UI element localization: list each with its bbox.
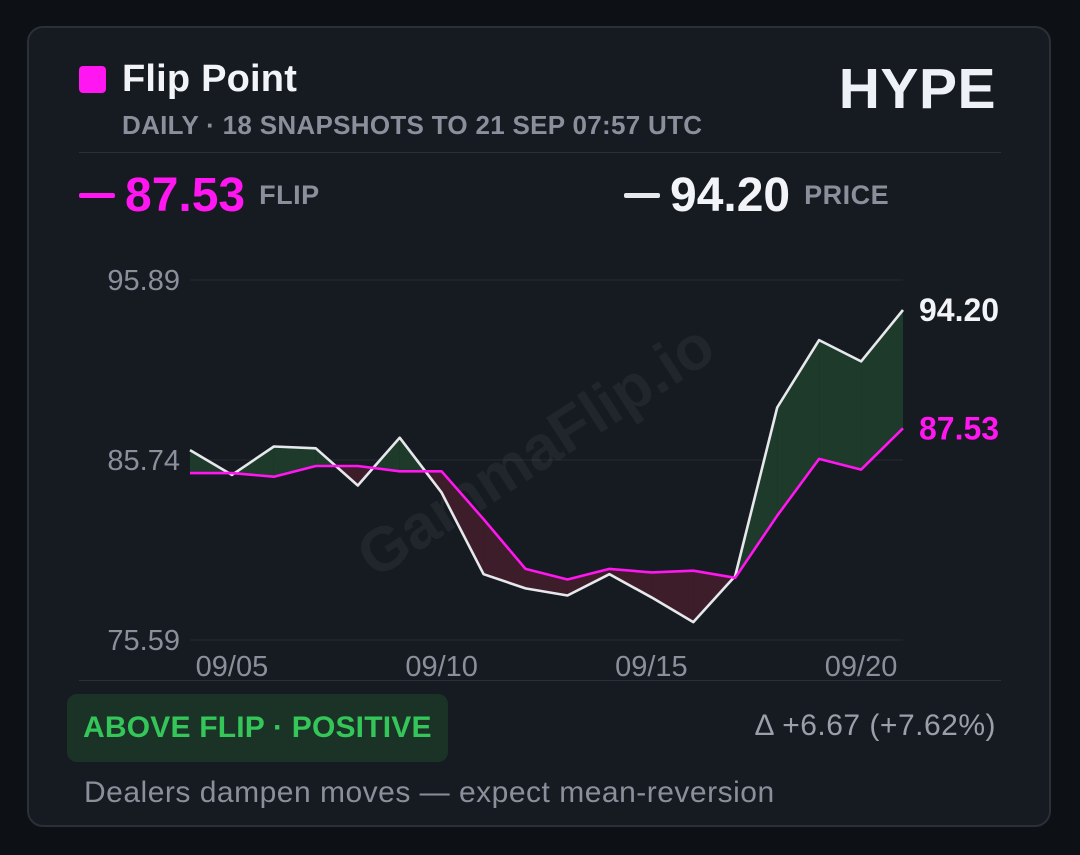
card-subtitle: DAILY · 18 SNAPSHOTS TO 21 SEP 07:57 UTC	[122, 110, 703, 140]
x-tick-label: 09/15	[615, 651, 688, 683]
below-flip-fill	[525, 568, 568, 596]
price-end-label: 94.20	[919, 292, 999, 328]
flip-end-label: 87.53	[919, 410, 999, 446]
price-value: 94.20	[670, 169, 791, 222]
price-stat: 94.20 PRICE	[624, 168, 889, 223]
above-flip-fill	[273, 446, 316, 477]
regime-description: Dealers dampen moves — expect mean-rever…	[84, 776, 775, 809]
below-flip-fill	[483, 519, 526, 589]
flip-legend-dash	[79, 193, 115, 198]
flip-point-card: Flip Point HYPE DAILY · 18 SNAPSHOTS TO …	[27, 26, 1051, 827]
price-line	[189, 309, 905, 624]
flip-stat: 87.53 FLIP	[79, 168, 320, 223]
header-divider	[79, 152, 1001, 153]
y-tick-label: 95.89	[107, 265, 180, 297]
x-tick-label: 09/05	[196, 651, 269, 683]
flip-label: FLIP	[259, 180, 320, 210]
y-tick-label: 85.74	[107, 445, 180, 477]
card-title: Flip Point	[122, 58, 298, 100]
flip-color-swatch	[79, 66, 106, 93]
y-tick-label: 75.59	[107, 625, 180, 657]
title-row: Flip Point	[79, 58, 297, 101]
x-tick-label: 09/20	[825, 651, 898, 683]
chart-bottom-divider	[79, 680, 1001, 681]
regime-badge: ABOVE FLIP · POSITIVE	[67, 694, 448, 762]
flip-line	[190, 427, 904, 581]
x-tick-label: 09/10	[405, 651, 478, 683]
flip-value: 87.53	[125, 169, 246, 222]
delta-readout: Δ +6.67 (+7.62%)	[754, 709, 996, 742]
price-label: PRICE	[804, 180, 890, 210]
above-flip-fill	[819, 340, 862, 470]
price-legend-dash	[624, 193, 660, 198]
below-flip-fill	[441, 471, 484, 575]
ticker-symbol: HYPE	[838, 57, 996, 121]
below-flip-fill	[651, 570, 694, 623]
